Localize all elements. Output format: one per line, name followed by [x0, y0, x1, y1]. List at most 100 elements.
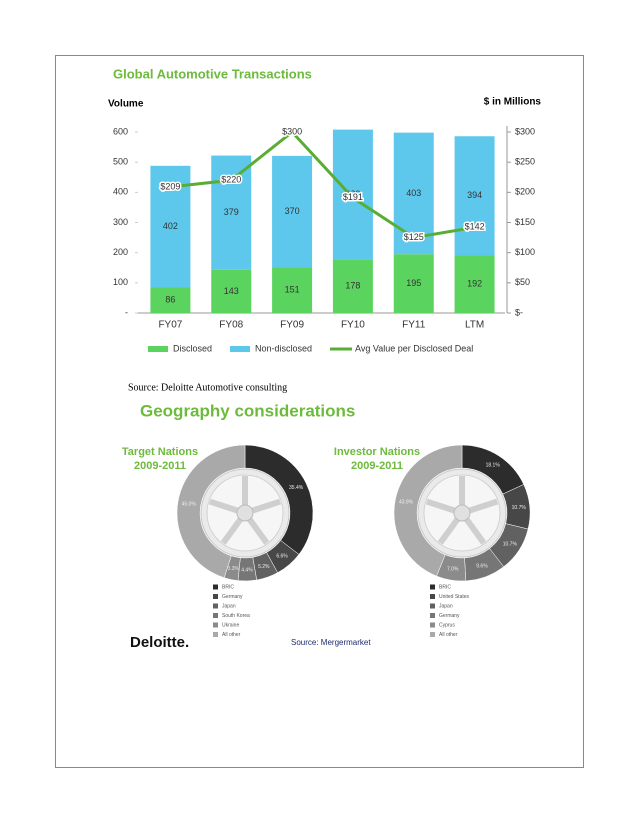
legend-swatch [230, 346, 251, 352]
legend-swatch [430, 584, 435, 590]
bar-label: 178 [345, 281, 360, 291]
bar-label: 402 [163, 221, 178, 231]
bar-segment [272, 155, 313, 268]
line-label: $142 [465, 222, 485, 232]
slice-label: 43.9% [399, 499, 414, 505]
y2-tick-label: $200 [515, 187, 535, 197]
y-tick-label: 600 [113, 126, 128, 136]
logo: Deloitte. [130, 634, 189, 651]
slice-label: 4.4% [241, 567, 253, 573]
bar-label: 370 [285, 206, 300, 216]
page-border [55, 55, 584, 768]
y2-axis-label: $ in Millions [484, 97, 542, 108]
bar-segment [150, 287, 191, 313]
bar-segment [272, 267, 313, 313]
legend-swatch [213, 632, 218, 637]
line-label: $125 [404, 232, 424, 242]
pie-title: Target Nations [122, 446, 198, 458]
legend-swatch [213, 613, 218, 618]
x-tick-label: FY08 [219, 320, 243, 331]
legend-swatch [430, 603, 435, 609]
legend-label: Japan [222, 603, 236, 609]
pie-slice [393, 444, 463, 577]
legend-swatch [213, 584, 218, 590]
y-tick-label: - [125, 307, 128, 317]
slice-label: 45.0% [182, 501, 197, 507]
legend-swatch [148, 346, 168, 352]
legend-label: Germany [439, 613, 460, 619]
slice-label: 7.0% [447, 567, 459, 573]
chart-title: Global Automotive Transactions [113, 66, 312, 81]
section-title: Geography considerations [140, 401, 355, 420]
y-tick-label: 400 [113, 187, 128, 197]
slice-label: 35.4% [289, 485, 304, 491]
legend-swatch [430, 613, 435, 618]
legend-label: Ukraine [222, 622, 239, 628]
bar-segment [393, 254, 434, 313]
line-label: $191 [343, 192, 363, 202]
line [170, 129, 475, 240]
legend-label: Disclosed [173, 343, 212, 353]
legend-swatch [430, 632, 435, 637]
y-tick-label: 500 [113, 157, 128, 167]
x-tick-label: LTM [465, 320, 484, 331]
bar-segment [332, 259, 373, 313]
bar-label: 394 [467, 190, 482, 200]
legend-label: United States [439, 594, 470, 600]
line-label: $300 [282, 126, 302, 136]
bar-label: 195 [406, 278, 421, 288]
legend-label: BRIC [222, 584, 234, 590]
y2-tick-label: $300 [515, 126, 535, 136]
slice-label: 10.7% [503, 541, 518, 547]
line-label: $220 [221, 175, 241, 185]
legend-label: Cyprus [439, 622, 455, 628]
bar-label: 143 [224, 286, 239, 296]
slice-label: 10.7% [512, 505, 527, 511]
slice-label: 3.3% [228, 566, 240, 572]
bar-segment [211, 155, 252, 270]
y2-tick-label: $- [515, 307, 523, 317]
y-tick-label: 100 [113, 277, 128, 287]
slice-label: 5.2% [258, 564, 270, 570]
bar-segment [211, 269, 252, 313]
legend-swatch [213, 622, 218, 628]
legend-swatch [213, 594, 218, 599]
legend-swatch [430, 594, 435, 599]
bar-segment [332, 129, 373, 260]
legend-swatch [430, 622, 435, 628]
bar-label: 430 [345, 189, 360, 199]
slice-label: 9.6% [476, 564, 488, 570]
bar-label: 86 [165, 294, 175, 304]
pie-slice [176, 444, 246, 579]
y-tick-label: 300 [113, 217, 128, 227]
y2-tick-label: $50 [515, 277, 530, 287]
y2-tick-label: $150 [515, 217, 535, 227]
x-tick-label: FY09 [280, 320, 304, 331]
wheel-hub [453, 504, 471, 522]
slice-label: 6.6% [276, 554, 288, 560]
pie-subtitle: 2009-2011 [351, 460, 403, 472]
slice-label: 18.1% [486, 462, 501, 468]
bar-segment [454, 136, 495, 256]
legend-label: Non-disclosed [255, 343, 312, 353]
legend-label: All other [222, 632, 241, 638]
legend-label: All other [439, 632, 458, 638]
pie-subtitle: 2009-2011 [134, 460, 186, 472]
pie-title: Investor Nations [334, 446, 420, 458]
y2-tick-label: $250 [515, 157, 535, 167]
y2-tick-label: $100 [515, 247, 535, 257]
bar-label: 151 [285, 285, 300, 295]
source: Source: Mergermarket [291, 638, 371, 647]
bar-label: 403 [406, 188, 421, 198]
y-axis-label: Volume [108, 99, 144, 110]
y-tick-label: 200 [113, 247, 128, 257]
legend-label: Japan [439, 603, 453, 609]
bar-label: 379 [224, 207, 239, 217]
line-label: $209 [160, 181, 180, 191]
source-note: Source: Deloitte Automotive consulting [128, 382, 287, 393]
legend-label: BRIC [439, 584, 451, 590]
legend-swatch [213, 603, 218, 609]
legend-label: South Korea [222, 613, 250, 619]
